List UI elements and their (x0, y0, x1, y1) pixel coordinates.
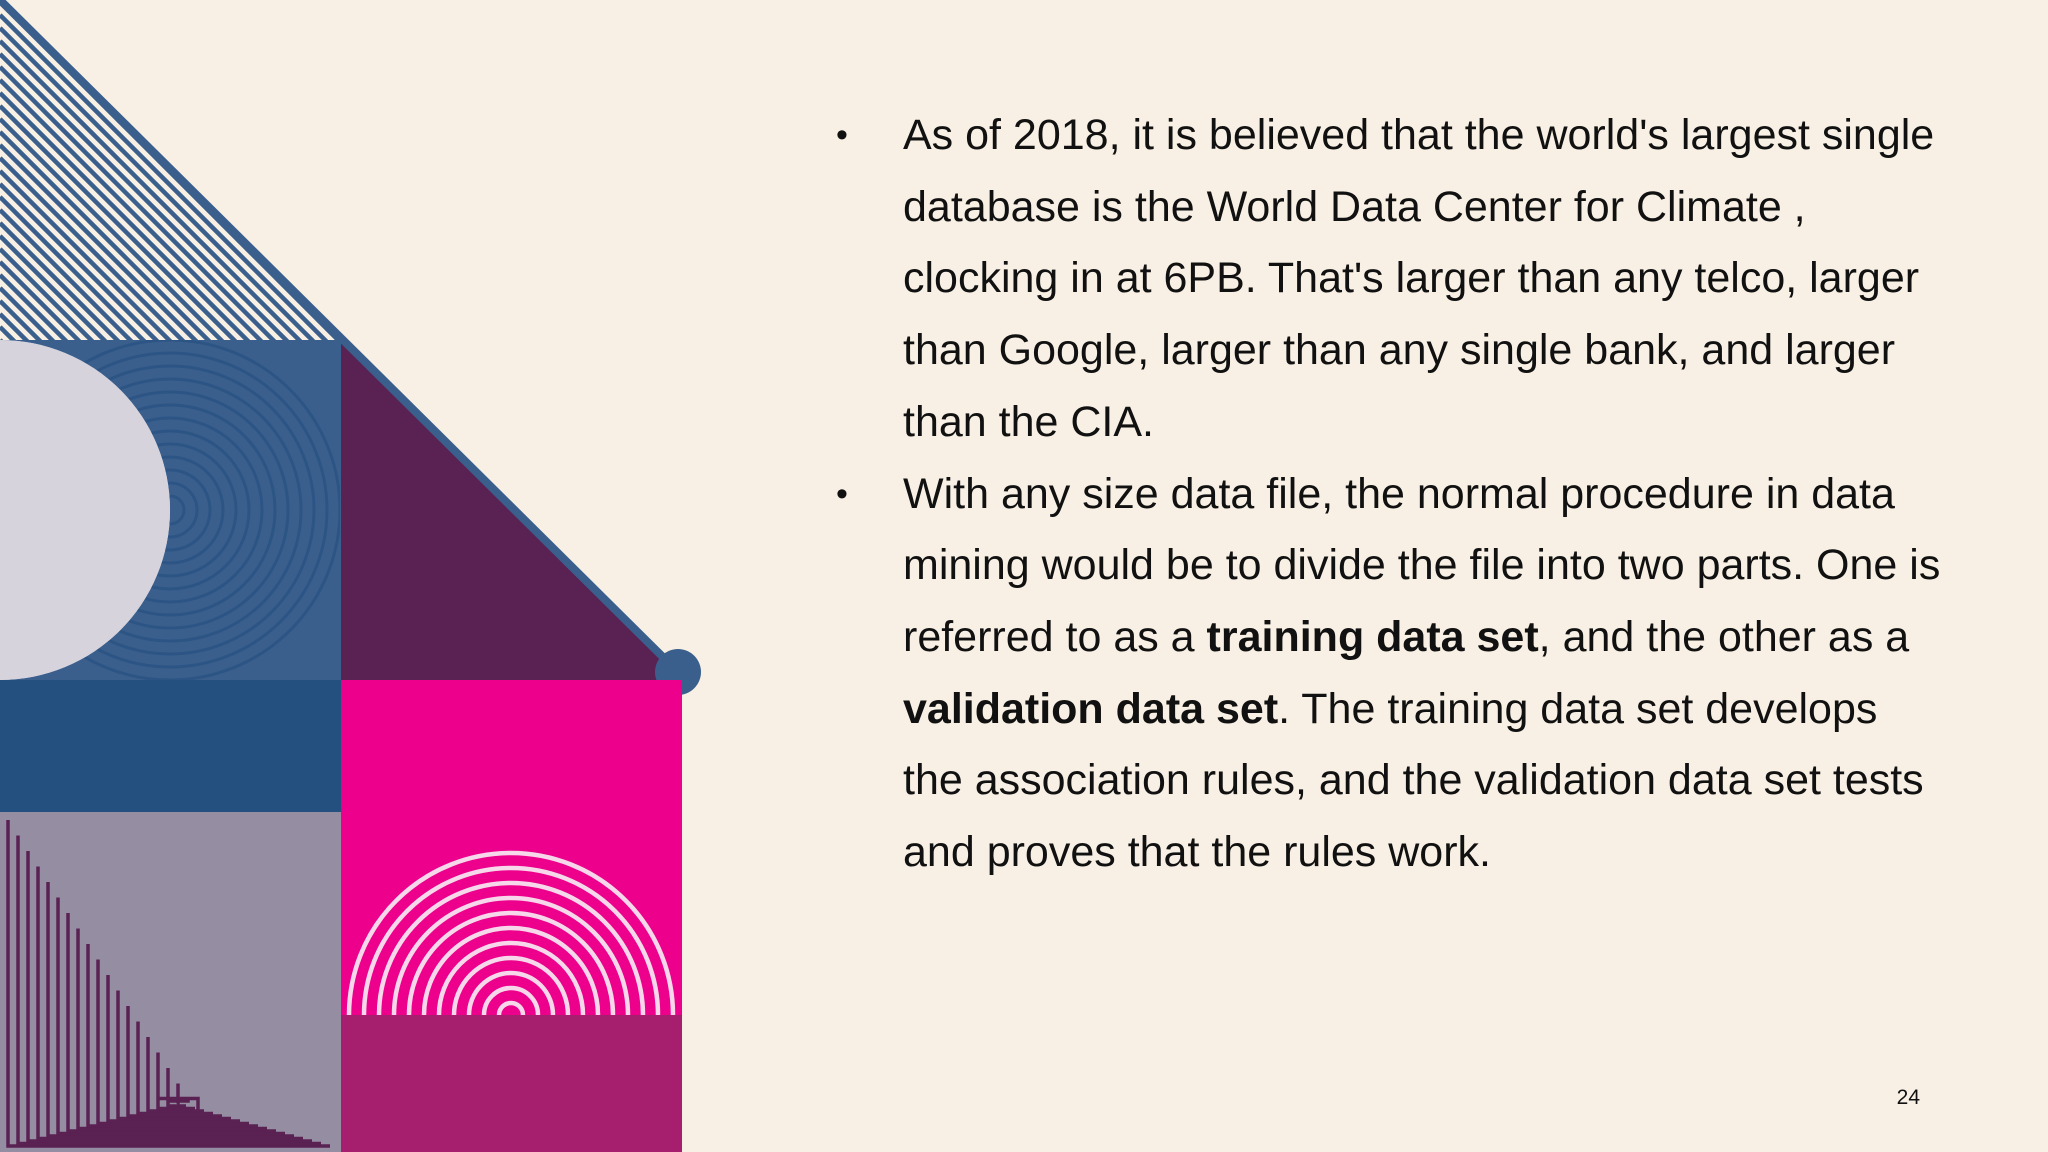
triangle-line (166, 1068, 186, 1108)
triangle-line (146, 1037, 204, 1113)
triangle-line (46, 882, 294, 1138)
blue-band (0, 680, 341, 812)
berry-block (341, 1015, 682, 1152)
bold-term: training data set (1206, 612, 1539, 661)
triangle-line (159, 1096, 200, 1115)
stripe-line (0, 78, 340, 340)
stripe-line (0, 13, 340, 340)
stripe-line (0, 104, 340, 340)
bullet-text: As of 2018, it is believed that the worl… (903, 111, 1935, 446)
stripe-line (0, 182, 340, 340)
arch-line (406, 910, 616, 1015)
geometric-art-panel (0, 0, 701, 1152)
bullet-text: , and the other as a (1538, 612, 1910, 661)
diagonal-line (0, 0, 681, 675)
stripe-line (0, 221, 340, 340)
arch-line (376, 880, 646, 1015)
stripe-line (0, 247, 340, 340)
stripe-line (0, 52, 340, 340)
magenta-arch-block (341, 680, 682, 1015)
bullet-marker: • (836, 474, 848, 513)
bullet-text: With any size data file, the normal proc… (903, 469, 1941, 661)
arch-line (451, 955, 571, 1015)
triangle-line (126, 1006, 222, 1118)
page-number: 24 (1896, 1086, 1920, 1109)
triangle-line (156, 1052, 195, 1111)
stripe-line (0, 195, 340, 340)
bold-term: validation data set (903, 684, 1279, 733)
triangle-line (76, 928, 267, 1131)
stripe-line (0, 39, 340, 340)
bullet-marker: • (836, 116, 848, 154)
stripe-line (0, 208, 340, 340)
triangle-line (6, 820, 330, 1148)
triangle-line (106, 975, 240, 1123)
body-text: • As of 2018, it is believed that the wo… (836, 100, 1946, 889)
stripe-line (0, 143, 340, 340)
triangle-line (16, 835, 321, 1146)
triangle-line (26, 851, 312, 1143)
arch-line (391, 895, 631, 1015)
nested-triangles-block (0, 812, 341, 1152)
arch-line (466, 970, 556, 1015)
triangle-line (116, 990, 231, 1121)
triangle-line (66, 913, 276, 1133)
stripe-line (0, 130, 340, 340)
triangle-line (136, 1021, 213, 1116)
stripe-line (0, 26, 340, 340)
stripe-line (0, 91, 340, 340)
triangle-line (176, 1083, 180, 1106)
arch-line (436, 940, 586, 1015)
arch-line (496, 1000, 526, 1015)
arch-line (346, 850, 676, 1015)
bullet-item: • As of 2018, it is believed that the wo… (836, 100, 1946, 459)
stripe-line (0, 117, 340, 340)
bullet-text: . The training data set develops the ass… (903, 684, 1924, 877)
stripe-line (0, 234, 340, 340)
triangle-line (36, 866, 303, 1141)
stripe-line (0, 169, 340, 340)
triangle-line (86, 944, 258, 1128)
triangle-line (96, 959, 249, 1126)
arch-line (481, 985, 541, 1015)
arch-line (421, 925, 601, 1015)
stripe-line (0, 65, 340, 340)
bullet-item: • With any size data file, the normal pr… (836, 459, 1946, 889)
triangle-line (56, 897, 285, 1136)
stripe-line (0, 156, 340, 340)
arch-line (361, 865, 661, 1015)
stripe-line (0, 260, 340, 340)
